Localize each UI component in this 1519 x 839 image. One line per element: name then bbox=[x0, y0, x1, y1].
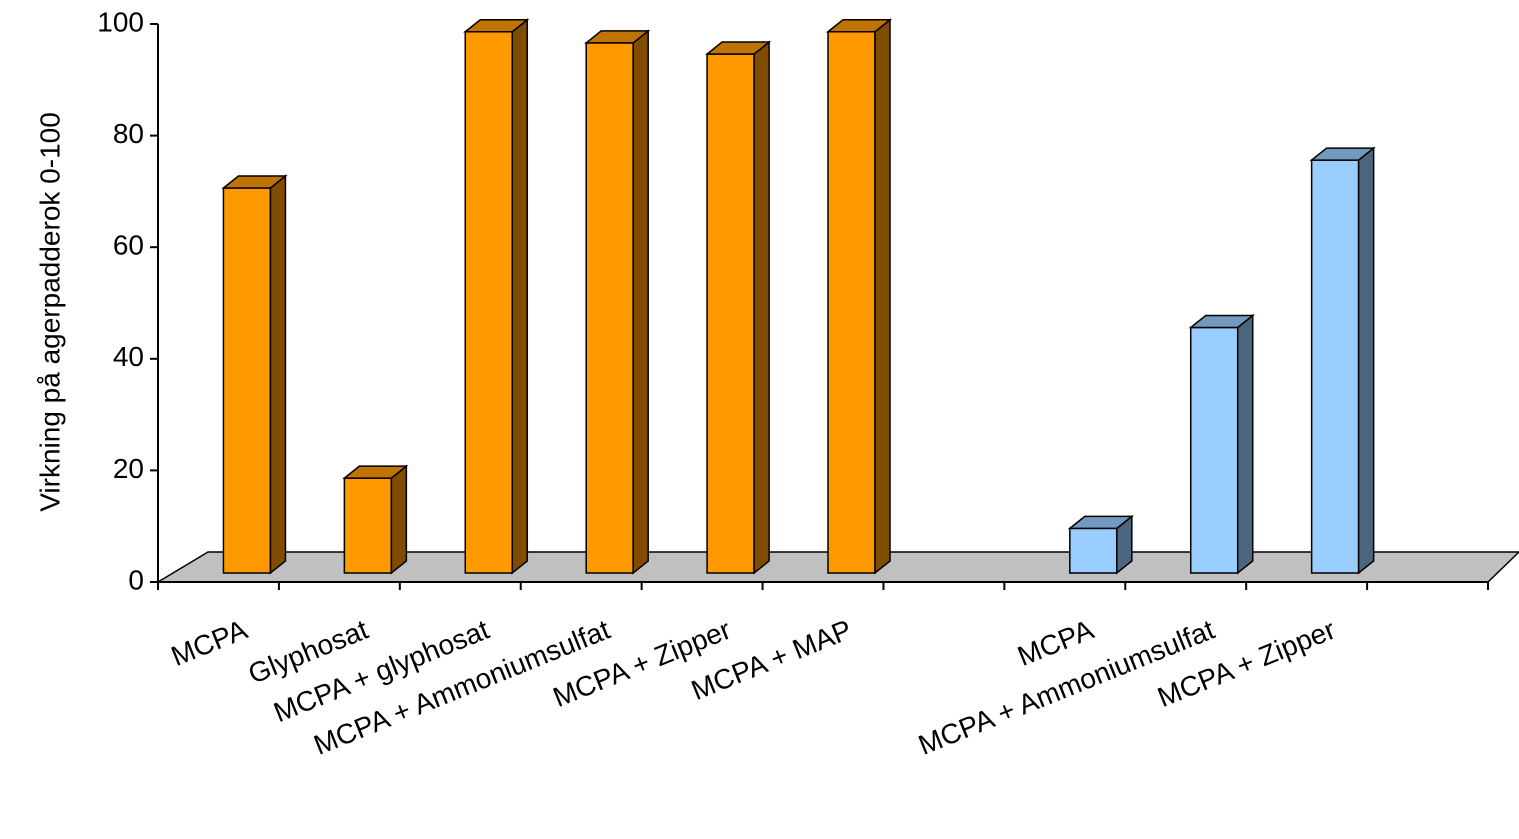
bar-side bbox=[390, 464, 408, 575]
y-axis-label: Virkning på agerpadderok 0-100 bbox=[34, 112, 65, 512]
bar-front bbox=[1069, 527, 1118, 574]
bar-top bbox=[1309, 147, 1376, 161]
bars bbox=[221, 18, 1376, 575]
x-axis bbox=[157, 581, 1489, 590]
y-tick-label: 0 bbox=[128, 564, 144, 595]
bar bbox=[1067, 514, 1134, 575]
bar-side bbox=[1357, 146, 1375, 575]
y-tick-label: 80 bbox=[113, 118, 144, 149]
y-tick-label: 60 bbox=[113, 230, 144, 261]
bar-front bbox=[706, 53, 755, 574]
bar bbox=[221, 174, 288, 575]
bar-side bbox=[269, 174, 287, 575]
bar bbox=[704, 40, 772, 575]
bar-front bbox=[1189, 326, 1239, 574]
bar-front bbox=[464, 30, 514, 574]
bar-side bbox=[511, 18, 529, 575]
y-tick-labels: 0 20 40 60 80 100 bbox=[97, 6, 144, 595]
bar bbox=[1188, 313, 1255, 575]
bar-top bbox=[342, 465, 409, 479]
y-axis bbox=[150, 23, 159, 583]
bar-side bbox=[1236, 313, 1254, 575]
bar-front bbox=[343, 477, 393, 574]
bar-front bbox=[1310, 159, 1360, 574]
bar-top bbox=[221, 175, 288, 189]
bar-top bbox=[463, 18, 530, 33]
bar-front bbox=[222, 187, 272, 574]
bar-side bbox=[874, 18, 891, 575]
bar-top bbox=[1188, 314, 1255, 329]
bar-side bbox=[753, 40, 770, 575]
bar-front bbox=[585, 42, 634, 574]
bar bbox=[342, 464, 409, 575]
bar-side bbox=[632, 29, 649, 575]
y-tick-label: 40 bbox=[113, 341, 144, 372]
y-tick-label: 100 bbox=[97, 6, 144, 37]
bar bbox=[584, 29, 651, 575]
bar bbox=[463, 18, 530, 575]
bar bbox=[1309, 146, 1376, 575]
bar-top bbox=[1067, 515, 1134, 530]
x-tick-label: MCPA bbox=[167, 614, 252, 672]
bar-top bbox=[584, 30, 651, 44]
y-tick-label: 20 bbox=[113, 453, 144, 484]
bar bbox=[825, 18, 893, 575]
bar-top bbox=[704, 41, 772, 55]
bar-front bbox=[827, 30, 876, 574]
bar-top bbox=[825, 18, 893, 33]
